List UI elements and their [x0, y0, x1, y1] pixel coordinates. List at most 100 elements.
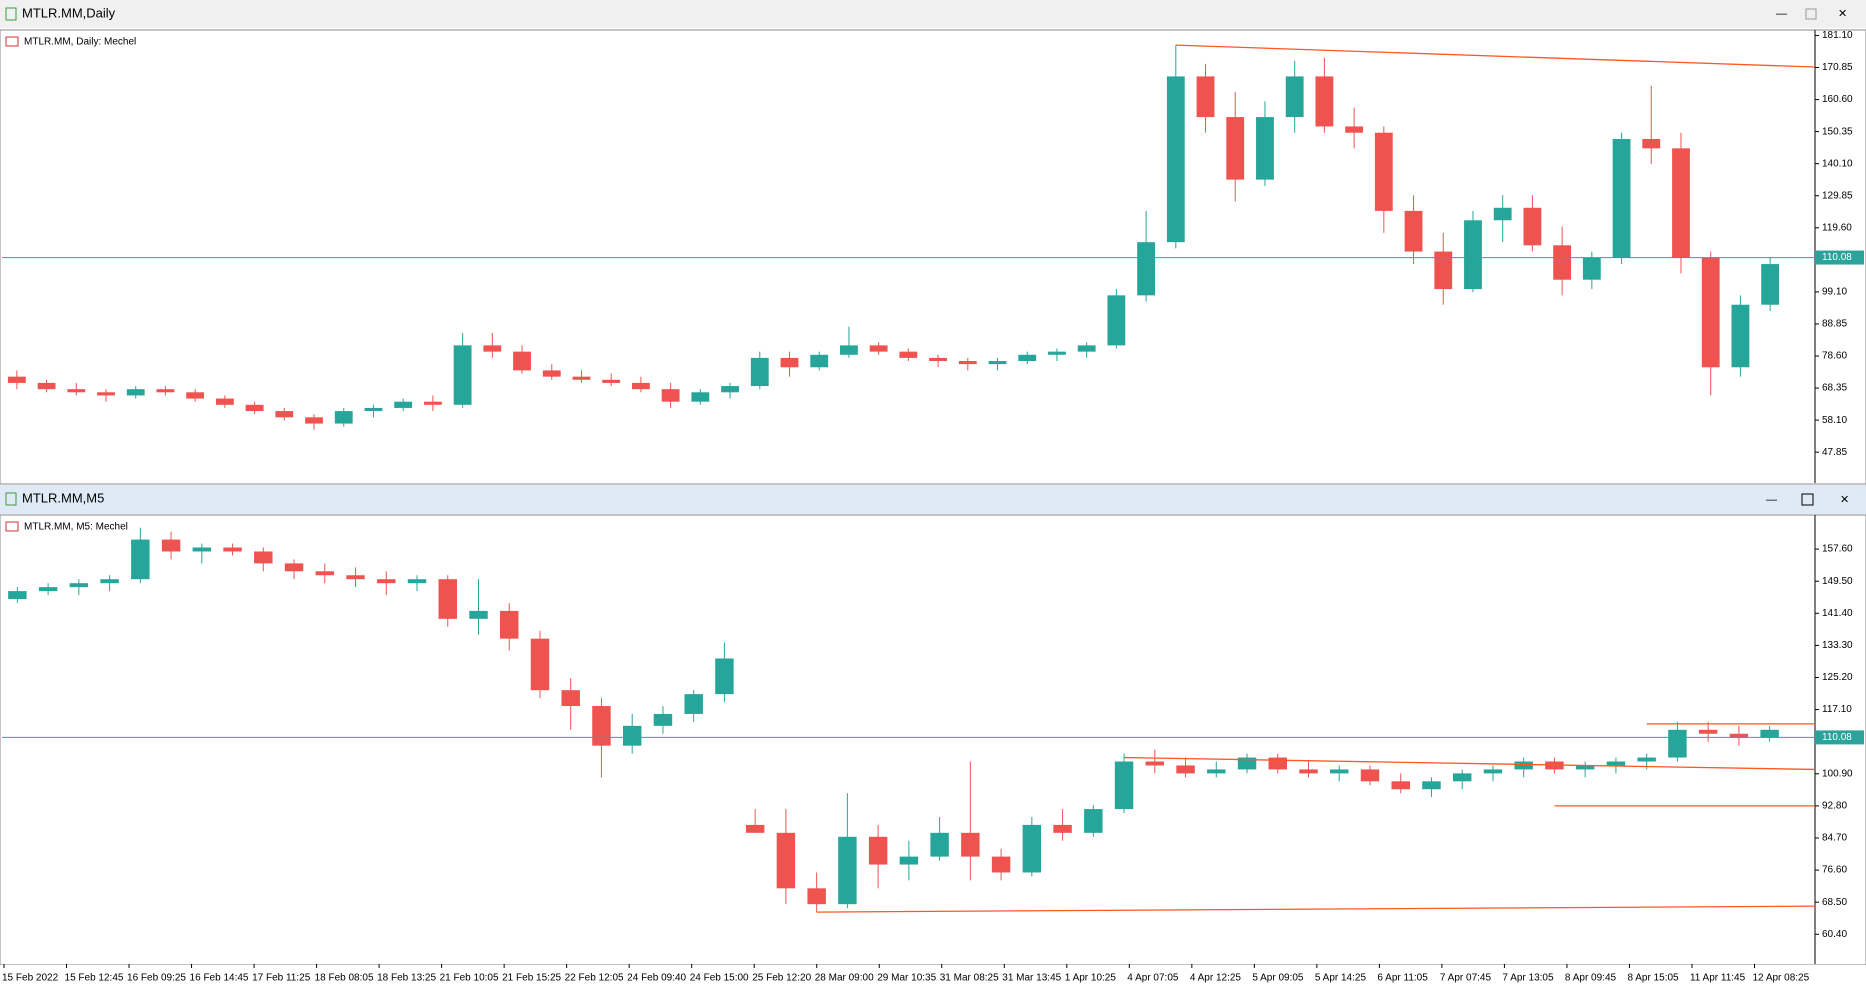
y-tick-label: 157.60 [1822, 544, 1853, 555]
candle-body [776, 832, 796, 889]
candle-body [1523, 207, 1542, 246]
x-tick-label: 12 Apr 08:25 [1752, 973, 1809, 984]
candle-body [1575, 765, 1595, 770]
candle-body [530, 638, 550, 691]
candle-body [315, 571, 335, 576]
maximize-button[interactable] [1805, 8, 1817, 20]
candle-body [334, 411, 353, 424]
y-tick-label: 100.90 [1822, 768, 1853, 779]
candle-body [1452, 773, 1472, 782]
candle-body [1701, 257, 1720, 368]
x-tick-label: 15 Feb 12:45 [65, 973, 124, 984]
candle-body [1145, 761, 1165, 766]
candle-body [469, 610, 488, 619]
candle-body [988, 361, 1007, 365]
candle-body [438, 579, 457, 619]
candle-body [305, 417, 323, 424]
candle-body [721, 386, 739, 393]
candle-body [1196, 76, 1215, 118]
y-tick-label: 58.10 [1822, 415, 1847, 426]
candle-body [1114, 761, 1134, 810]
candle-body [192, 547, 212, 552]
candle-body [840, 345, 858, 355]
candle-body [7, 376, 26, 383]
candle-body [8, 591, 27, 600]
chart-label-icon [5, 36, 19, 47]
x-tick-label: 4 Apr 07:05 [1127, 973, 1179, 984]
candle-body [622, 725, 642, 746]
candle-body [750, 357, 769, 387]
candle-body [899, 351, 918, 358]
minimize-button[interactable]: — [1776, 8, 1787, 20]
icon [5, 492, 17, 506]
candle-body [1434, 251, 1453, 290]
chart-label: MTLR.MM, M5: Mechel [24, 522, 128, 533]
y-tick-label: 141.40 [1822, 608, 1853, 619]
trend-line [816, 905, 1816, 913]
candle-body [126, 389, 145, 396]
candle-body [37, 382, 56, 390]
candle-body [69, 583, 89, 588]
x-tick-label: 25 Feb 12:20 [752, 973, 811, 984]
y-tick-label: 149.50 [1822, 576, 1853, 587]
candle-body [1672, 148, 1690, 258]
chart-label: MTLR.MM, Daily: Mechel [24, 37, 136, 48]
x-tick-label: 21 Feb 10:05 [440, 973, 499, 984]
x-tick-label: 31 Mar 13:45 [1002, 973, 1061, 984]
candle-body [245, 404, 264, 412]
candle-body [780, 357, 799, 368]
y-tick-label: 84.70 [1822, 833, 1847, 844]
candle-body [745, 824, 765, 833]
candle-body [991, 856, 1011, 873]
y-tick-label: 140.10 [1822, 158, 1853, 169]
candle-body [131, 539, 150, 580]
x-tick-label: 24 Feb 09:40 [627, 973, 686, 984]
x-tick-label: 5 Apr 14:25 [1315, 973, 1367, 984]
y-tick-label: 117.10 [1822, 704, 1852, 715]
candle-body [1237, 757, 1257, 770]
candle-body [653, 713, 673, 726]
maximize-button[interactable] [1801, 493, 1814, 506]
y-tick-label: 119.60 [1822, 222, 1852, 233]
y-tick-label: 125.20 [1822, 672, 1853, 683]
candle-body [284, 563, 304, 572]
candle-body [500, 610, 519, 639]
y-tick-label: 92.80 [1822, 801, 1847, 812]
candle-body [807, 888, 826, 905]
candle-body [1729, 733, 1749, 738]
candle-body [254, 551, 273, 564]
candle-body [1207, 769, 1226, 774]
title-bar [0, 0, 1866, 28]
candle-body [1404, 210, 1423, 252]
candle-body [899, 856, 919, 865]
candle-body [631, 382, 650, 390]
x-tick-label: 8 Apr 09:45 [1565, 973, 1617, 984]
candle-body [423, 401, 442, 405]
candle-body [453, 345, 472, 405]
candle-body [1176, 765, 1195, 774]
x-tick-label: 7 Apr 07:45 [1440, 973, 1492, 984]
x-tick-label: 31 Mar 08:25 [940, 973, 999, 984]
candle-body [1374, 132, 1393, 211]
minimize-button[interactable]: — [1766, 494, 1777, 506]
candle-body [1698, 729, 1718, 734]
candle-body [1422, 781, 1441, 790]
x-tick-label: 16 Feb 09:25 [127, 973, 186, 984]
close-button[interactable]: ✕ [1838, 8, 1847, 20]
candle-body [1084, 809, 1103, 833]
candle-body [1285, 76, 1304, 118]
candle-body [958, 361, 977, 365]
candle-body [407, 579, 427, 584]
candle-body [1022, 824, 1042, 873]
window-title: MTLR.MM,M5 [22, 490, 104, 505]
candle-body [1315, 76, 1334, 127]
close-button[interactable]: ✕ [1840, 494, 1849, 506]
x-tick-label: 1 Apr 10:25 [1065, 973, 1117, 984]
x-tick-label: 16 Feb 14:45 [190, 973, 249, 984]
candle-body [223, 547, 242, 552]
price-label-box [1815, 250, 1864, 265]
candle-body [1553, 245, 1572, 280]
candle-body [1360, 769, 1380, 782]
candle-body [1464, 220, 1482, 290]
